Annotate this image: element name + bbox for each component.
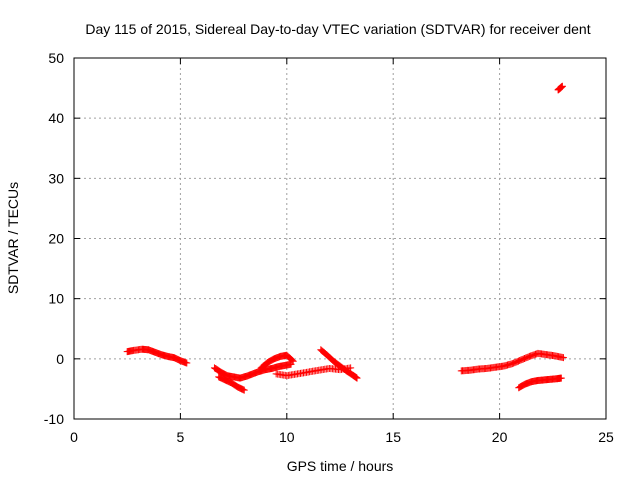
data-point-fill [558, 83, 566, 91]
data-point-fill [292, 370, 300, 378]
x-tick-label: 0 [70, 429, 78, 445]
data-point-fill [523, 353, 531, 361]
data-point-fill [320, 349, 328, 357]
y-tick-label: 50 [48, 50, 64, 66]
data-point-fill [214, 366, 222, 374]
y-tick-label: 20 [48, 231, 64, 247]
series-pass-6 [317, 346, 361, 382]
data-point-fill [182, 359, 190, 367]
data-point-fill [239, 386, 247, 394]
series-pass-3 [215, 373, 248, 394]
axis-ticks: 0 5 10 15 20 25 -10 0 10 20 30 40 50 [44, 50, 614, 445]
data-point-fill [557, 374, 565, 382]
x-tick-label: 10 [279, 429, 295, 445]
series-pass-4 [257, 351, 297, 372]
data-point-fill [261, 361, 269, 369]
series-pass-7 [457, 349, 567, 375]
y-tick-label: 10 [48, 291, 64, 307]
x-tick-label: 5 [177, 429, 185, 445]
y-tick-label: 0 [56, 351, 64, 367]
x-axis-label: GPS time / hours [287, 458, 394, 474]
data-series [123, 82, 567, 394]
data-point-fill [231, 381, 239, 389]
data-point-fill [340, 365, 348, 373]
data-point-fill [287, 356, 295, 364]
data-point-fill [558, 353, 566, 361]
y-axis-label: SDTVAR / TECUs [5, 182, 21, 294]
data-point-fill [286, 355, 294, 363]
series-pass-2 [210, 360, 295, 382]
data-point-fill [303, 368, 311, 376]
series-pass-8 [515, 374, 565, 392]
y-tick-label: 30 [48, 170, 64, 186]
data-point-fill [313, 367, 321, 375]
data-point-fill [518, 382, 526, 390]
x-tick-label: 15 [385, 429, 401, 445]
data-point-fill [333, 360, 341, 368]
data-point-fill [267, 356, 275, 364]
chart-title: Day 115 of 2015, Sidereal Day-to-day VTE… [85, 21, 590, 37]
x-tick-label: 25 [598, 429, 614, 445]
series-pass-1 [123, 345, 191, 367]
data-point-fill [352, 374, 360, 382]
x-tick-label: 20 [492, 429, 508, 445]
data-point-fill [514, 357, 522, 365]
series-pass-9 [554, 82, 566, 94]
y-tick-label: -10 [44, 411, 64, 427]
data-point-fill [327, 355, 335, 363]
data-point-fill [288, 356, 296, 364]
grid-lines [74, 58, 606, 419]
y-tick-label: 40 [48, 110, 64, 126]
